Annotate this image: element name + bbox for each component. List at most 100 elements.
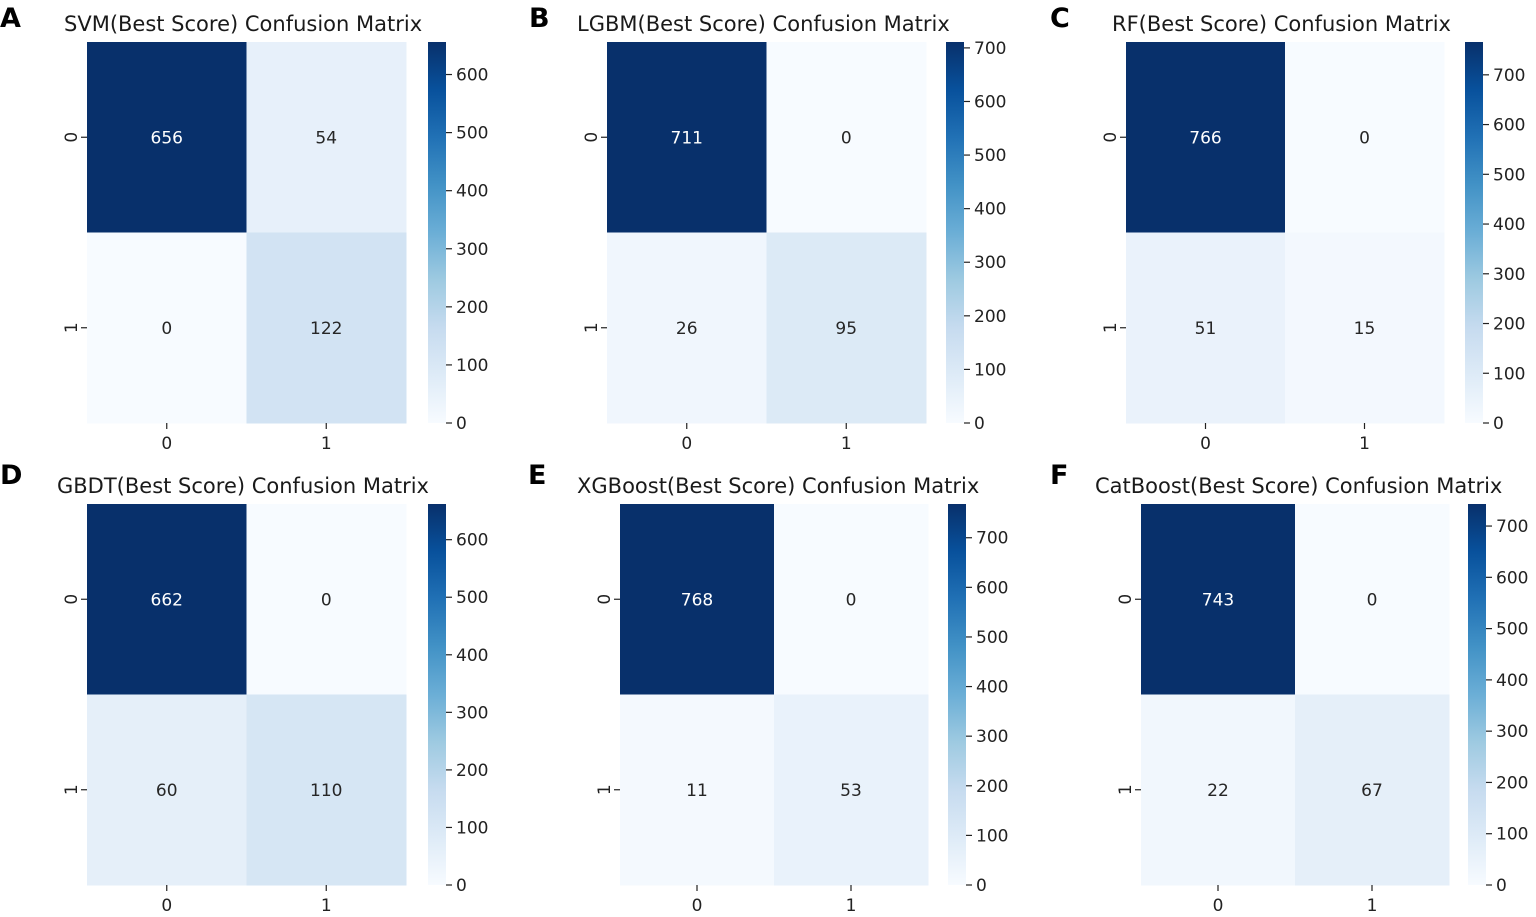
- chart-title: XGBoost(Best Score) Confusion Matrix: [577, 474, 979, 498]
- cell-value-label: 15: [1354, 319, 1376, 339]
- heatmap-cell: [87, 42, 247, 233]
- colorbar: [428, 42, 446, 423]
- colorbar-tick-label: 600: [976, 578, 1008, 598]
- x-tick-label: 1: [321, 434, 332, 454]
- panel-e: E XGBoost(Best Score) Confusion Matrix 768…: [528, 460, 1008, 916]
- colorbar-tick-label: 600: [974, 92, 1006, 112]
- colorbar-tick-label: 400: [1493, 215, 1525, 235]
- colorbar-tick-label: 0: [456, 414, 467, 434]
- colorbar: [948, 504, 966, 885]
- heatmap-cell: [607, 42, 767, 233]
- heatmap-cell: [620, 694, 775, 886]
- colorbar-tick-label: 400: [456, 182, 488, 202]
- heatmap-cell: [246, 42, 407, 233]
- cell-value-label: 0: [1359, 128, 1370, 148]
- y-tick-label: 0: [1101, 132, 1121, 143]
- heatmap-cell: [87, 694, 247, 886]
- cell-value-label: 95: [835, 319, 857, 339]
- y-tick-label: 1: [62, 322, 82, 333]
- heatmap-cell: [246, 504, 407, 695]
- x-tick-label: 0: [692, 896, 703, 916]
- cell-value-label: 768: [681, 590, 713, 610]
- cell-value-label: 51: [1195, 319, 1217, 339]
- cell-value-label: 54: [315, 128, 337, 148]
- colorbar-tick-label: 100: [456, 818, 488, 838]
- panel-letter: D: [0, 460, 22, 491]
- colorbar-tick-label: 500: [1493, 165, 1525, 185]
- cell-value-label: 0: [841, 128, 852, 148]
- heatmap-cell: [620, 504, 775, 695]
- colorbar-tick-label: 500: [456, 588, 488, 608]
- colorbar-tick-label: 500: [456, 124, 488, 144]
- colorbar-tick-label: 0: [456, 876, 467, 896]
- cell-value-label: 26: [676, 319, 698, 339]
- cell-value-label: 0: [161, 319, 172, 339]
- colorbar-tick-label: 400: [974, 200, 1006, 220]
- cell-value-label: 656: [151, 128, 183, 148]
- colorbar-tick-label: 300: [456, 240, 488, 260]
- colorbar-tick-label: 700: [974, 39, 1006, 59]
- colorbar: [1468, 504, 1486, 885]
- y-tick-label: 1: [1116, 784, 1136, 795]
- colorbar-tick-label: 0: [974, 414, 985, 434]
- colorbar-tick-label: 700: [1496, 517, 1528, 537]
- y-tick-label: 0: [62, 132, 82, 143]
- x-tick-label: 0: [161, 896, 172, 916]
- heatmap-cell: [87, 504, 247, 695]
- cell-value-label: 0: [846, 590, 857, 610]
- colorbar: [1465, 42, 1483, 423]
- y-tick-label: 0: [595, 594, 615, 605]
- colorbar-tick-label: 600: [456, 531, 488, 551]
- y-tick-label: 0: [582, 132, 602, 143]
- colorbar-tick-label: 300: [976, 727, 1008, 747]
- cell-value-label: 662: [151, 590, 183, 610]
- x-tick-label: 0: [161, 434, 172, 454]
- cell-value-label: 67: [1361, 781, 1383, 801]
- panel-f: F CatBoost(Best Score) Confusion Matrix 74…: [1050, 460, 1528, 916]
- colorbar-tick-label: 0: [976, 876, 987, 896]
- colorbar-tick-label: 400: [1496, 671, 1528, 691]
- chart-title: LGBM(Best Score) Confusion Matrix: [577, 12, 950, 36]
- y-tick-label: 0: [62, 594, 82, 605]
- colorbar-tick-label: 300: [974, 253, 1006, 273]
- cell-value-label: 0: [321, 590, 332, 610]
- heatmap-cell: [1141, 694, 1296, 886]
- chart-title: SVM(Best Score) Confusion Matrix: [64, 12, 422, 36]
- heatmap-cell: [774, 504, 929, 695]
- y-tick-label: 1: [595, 784, 615, 795]
- panel-b: B LGBM(Best Score) Confusion Matrix 711 0 26…: [529, 3, 1006, 454]
- cell-value-label: 711: [671, 128, 703, 148]
- x-tick-label: 1: [1359, 434, 1370, 454]
- colorbar-tick-label: 200: [1493, 315, 1525, 335]
- colorbar-tick-label: 100: [976, 826, 1008, 846]
- colorbar-tick-label: 700: [976, 529, 1008, 549]
- x-tick-label: 0: [1213, 896, 1224, 916]
- colorbar-tick-label: 700: [1493, 66, 1525, 86]
- panel-letter: E: [528, 460, 546, 491]
- x-tick-label: 1: [841, 434, 852, 454]
- colorbar-tick-label: 300: [1493, 265, 1525, 285]
- colorbar-tick-label: 500: [974, 146, 1006, 166]
- panel-letter: B: [529, 3, 550, 34]
- colorbar-tick-label: 100: [456, 356, 488, 376]
- heatmap-cell: [766, 232, 927, 424]
- cell-value-label: 743: [1202, 590, 1234, 610]
- heatmap-cell: [1285, 232, 1445, 424]
- panel-letter: C: [1050, 3, 1070, 34]
- chart-title: CatBoost(Best Score) Confusion Matrix: [1095, 474, 1502, 498]
- heatmap-cell: [1295, 504, 1450, 695]
- y-tick-label: 1: [582, 322, 602, 333]
- cell-value-label: 11: [686, 781, 708, 801]
- colorbar-tick-label: 100: [1493, 364, 1525, 384]
- colorbar-tick-label: 600: [456, 66, 488, 86]
- cell-value-label: 0: [1367, 590, 1378, 610]
- heatmap-cell: [246, 694, 407, 886]
- y-tick-label: 1: [62, 784, 82, 795]
- heatmap-cell: [1285, 42, 1445, 233]
- heatmap-cell: [87, 232, 247, 424]
- chart-title: RF(Best Score) Confusion Matrix: [1112, 12, 1451, 36]
- colorbar-tick-label: 500: [976, 628, 1008, 648]
- colorbar-tick-label: 600: [1493, 116, 1525, 136]
